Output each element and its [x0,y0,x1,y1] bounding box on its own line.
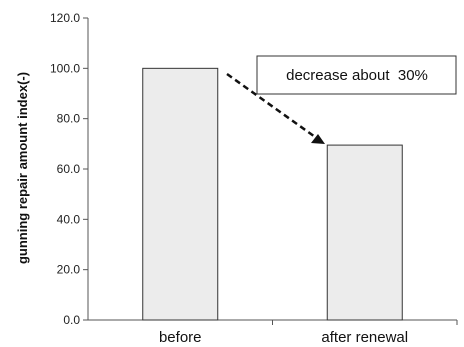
x-category-label: before [159,329,202,346]
annotation: decrease about 30% [226,55,457,144]
bar-1 [326,144,403,321]
bar-0 [142,67,219,321]
y-tick-label: 20.0 [57,263,81,277]
y-tick-label: 80.0 [57,112,81,126]
y-tick-label: 100.0 [50,61,80,75]
annotation-text: decrease about 30% [286,67,428,84]
arrow-head-icon [311,134,325,144]
y-tick-label: 40.0 [57,212,81,226]
y-axis-label: gunning repair amount index(-) [15,72,30,264]
y-tick-label: 120.0 [50,11,80,25]
y-tick-label: 0.0 [63,313,80,327]
annotation-arrow [226,72,319,141]
y-tick-label: 60.0 [57,162,81,176]
x-category-label: after renewal [321,329,408,346]
annotation-box [256,55,457,95]
plot-area: 0.0 20.0 40.0 60.0 80.0 100.0 120.0 before after… [50,11,458,346]
